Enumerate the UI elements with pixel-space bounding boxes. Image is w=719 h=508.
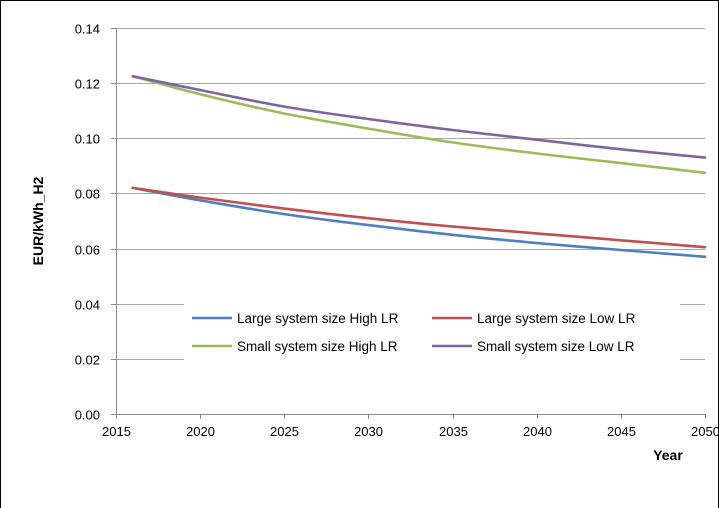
legend-label: Small system size Low LR <box>477 339 635 354</box>
series-line <box>131 186 707 249</box>
y-tick-label: 0.08 <box>75 187 100 202</box>
x-tick-label: 2040 <box>523 424 552 439</box>
y-tick-label: 0.00 <box>75 408 100 423</box>
y-tick-label: 0.12 <box>75 77 100 92</box>
y-tick-label: 0.06 <box>75 243 100 258</box>
gridlines <box>116 28 705 360</box>
legend: Large system size High LR Large system si… <box>192 311 636 354</box>
x-tick-label: 2020 <box>186 424 215 439</box>
x-tick-label: 2025 <box>270 424 299 439</box>
x-tick-label: 2045 <box>607 424 636 439</box>
series-line <box>131 75 707 159</box>
legend-label: Large system size High LR <box>237 311 399 326</box>
x-tick-label: 2035 <box>439 424 468 439</box>
x-tick-label: 2015 <box>102 424 131 439</box>
x-axis-title: Year <box>653 447 683 463</box>
axes: 0.00 0.02 0.04 0.06 0.08 0.10 0.12 0.14 2015 2020… <box>75 22 719 440</box>
y-tick-label: 0.14 <box>75 22 100 37</box>
series-line <box>131 186 707 259</box>
y-tick-label: 0.04 <box>75 298 100 313</box>
x-tick-label: 2030 <box>354 424 383 439</box>
y-tick-label: 0.02 <box>75 353 100 368</box>
legend-label: Large system size Low LR <box>477 311 636 326</box>
x-tick-label: 2050 <box>691 424 719 439</box>
y-axis-title: EUR/kWh_H2 <box>30 176 46 265</box>
series-line <box>131 75 707 175</box>
series-lines <box>131 75 707 259</box>
legend-label: Small system size High LR <box>237 339 398 354</box>
y-tick-label: 0.10 <box>75 132 100 147</box>
